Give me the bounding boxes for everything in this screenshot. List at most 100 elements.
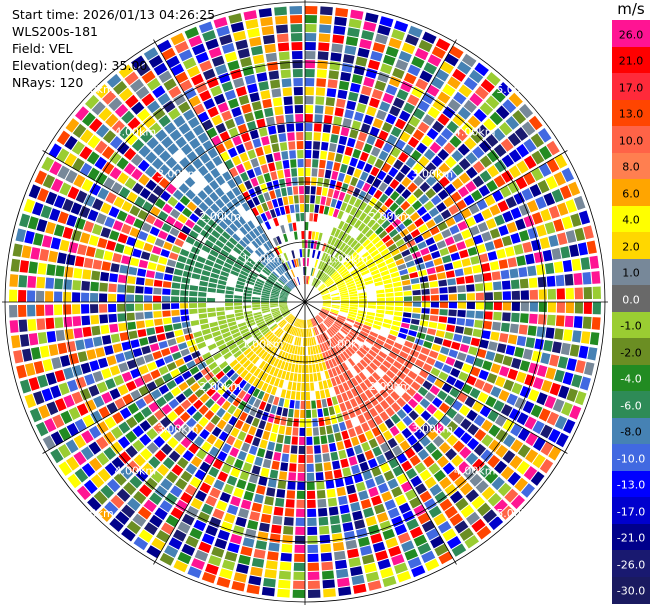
velocity-gate [247, 277, 256, 283]
velocity-gate [232, 186, 241, 197]
velocity-gate [270, 405, 277, 414]
velocity-gate [367, 524, 380, 536]
velocity-gate [411, 565, 426, 578]
velocity-gate [356, 362, 365, 371]
velocity-gate [359, 151, 369, 162]
velocity-gate [201, 270, 211, 277]
velocity-gate [358, 304, 367, 308]
velocity-gate [390, 248, 400, 257]
velocity-gate [507, 257, 517, 268]
velocity-gate [269, 134, 278, 144]
velocity-gate [514, 397, 527, 410]
velocity-gate [271, 289, 280, 294]
velocity-gate [418, 39, 433, 53]
velocity-gate [242, 249, 251, 257]
velocity-gate [193, 371, 204, 381]
velocity-gate [162, 203, 173, 214]
velocity-gate [242, 537, 255, 548]
velocity-gate [181, 513, 195, 526]
velocity-gate [205, 421, 216, 433]
velocity-gate [472, 161, 485, 174]
velocity-gate [108, 313, 117, 323]
velocity-gate [319, 311, 327, 318]
velocity-gate [44, 418, 57, 433]
velocity-gate [262, 362, 269, 372]
velocity-gate [174, 375, 185, 385]
azimuth-spoke [42, 150, 306, 303]
velocity-gate [143, 242, 154, 252]
velocity-gate [150, 470, 164, 484]
velocity-gate [273, 396, 280, 406]
velocity-gate [353, 406, 362, 416]
velocity-gate [227, 321, 237, 327]
velocity-gate [299, 436, 305, 445]
velocity-gate [375, 313, 384, 318]
velocity-gate [289, 344, 294, 354]
velocity-gate [321, 308, 330, 313]
velocity-gate [64, 135, 78, 150]
velocity-gate [305, 177, 311, 186]
velocity-gate [203, 196, 214, 207]
velocity-gate [256, 215, 264, 225]
velocity-gate [425, 219, 436, 229]
velocity-gate [324, 370, 330, 380]
velocity-gate [264, 107, 274, 118]
velocity-gate [343, 324, 351, 331]
velocity-gate [153, 436, 165, 448]
velocity-gate [555, 432, 569, 448]
range-ring-label: 2.00km [369, 380, 411, 393]
velocity-gate [365, 318, 374, 324]
velocity-gate [222, 365, 232, 374]
velocity-gate [419, 181, 431, 193]
velocity-gate [276, 406, 283, 416]
velocity-gate [270, 303, 279, 306]
velocity-gate [314, 326, 320, 335]
velocity-gate [379, 411, 390, 422]
velocity-gate [284, 205, 290, 214]
velocity-gate [354, 374, 363, 384]
velocity-gate [187, 116, 200, 129]
velocity-gate [516, 160, 529, 174]
velocity-gate [163, 355, 174, 364]
velocity-gate [491, 271, 501, 281]
velocity-gate [272, 337, 279, 345]
velocity-gate [275, 15, 288, 25]
velocity-gate [557, 232, 568, 246]
velocity-gate [348, 18, 362, 29]
velocity-gate [337, 172, 346, 182]
velocity-gate [349, 82, 361, 93]
velocity-gate [271, 291, 280, 295]
velocity-gate [356, 528, 368, 539]
velocity-gate [506, 221, 518, 234]
velocity-gate [433, 257, 443, 266]
velocity-gate [212, 214, 222, 224]
velocity-gate [200, 323, 210, 330]
velocity-gate [284, 105, 294, 114]
velocity-gate [357, 131, 368, 142]
velocity-gate [419, 169, 431, 180]
velocity-gate [42, 435, 56, 450]
velocity-gate [574, 391, 587, 406]
velocity-gate [225, 294, 234, 299]
velocity-gate [76, 485, 91, 501]
velocity-gate [277, 330, 284, 338]
velocity-gate [309, 328, 313, 337]
velocity-gate [288, 316, 295, 323]
velocity-gate [357, 222, 366, 232]
velocity-gate [340, 303, 349, 307]
velocity-gate [185, 376, 196, 387]
velocity-gate [95, 172, 108, 185]
velocity-gate [490, 386, 502, 398]
velocity-gate [306, 418, 312, 427]
velocity-gate [323, 462, 332, 471]
velocity-gate [274, 6, 287, 16]
velocity-gate [81, 304, 90, 314]
velocity-gate [254, 456, 264, 467]
velocity-gate [230, 467, 241, 478]
velocity-gate [348, 408, 356, 419]
velocity-gate [226, 201, 236, 212]
velocity-gate [81, 178, 94, 192]
velocity-gate [123, 482, 137, 496]
velocity-gate [110, 426, 123, 439]
velocity-gate [481, 262, 491, 272]
